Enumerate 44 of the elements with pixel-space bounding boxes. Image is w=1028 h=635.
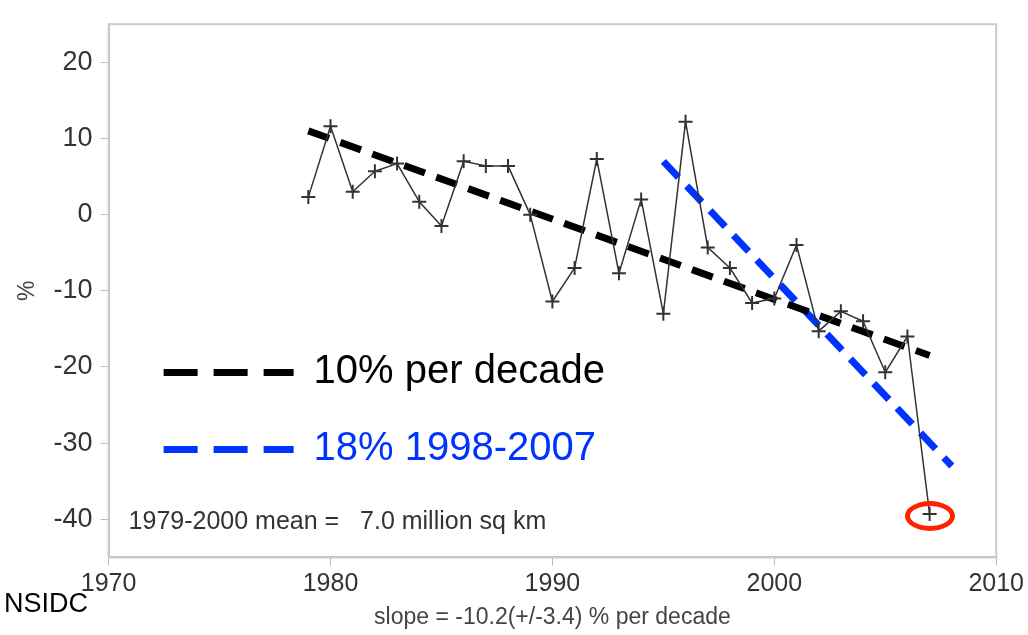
point bbox=[322, 118, 339, 135]
point bbox=[810, 323, 827, 340]
point bbox=[788, 237, 805, 254]
point bbox=[566, 259, 583, 276]
point bbox=[522, 206, 539, 223]
point bbox=[655, 305, 672, 322]
point bbox=[544, 293, 561, 310]
point bbox=[766, 290, 783, 307]
y-tick-label: -30 bbox=[53, 426, 93, 457]
y-tick-label: -40 bbox=[53, 502, 93, 533]
annotation: 1979-2000 mean = 7.0 million sq km bbox=[128, 506, 547, 535]
y-tick-label: 10 bbox=[62, 121, 93, 152]
legend-label: 10% per decade bbox=[313, 347, 605, 392]
x-axis-title: slope = -10.2(+/-3.4) % per decade bbox=[374, 602, 731, 629]
point bbox=[677, 113, 694, 130]
legend-label: 18% 1998-2007 bbox=[313, 424, 597, 469]
point bbox=[744, 294, 761, 311]
point bbox=[855, 313, 872, 330]
point bbox=[610, 265, 627, 282]
point bbox=[832, 303, 849, 320]
x-tick-label: 2000 bbox=[746, 568, 803, 597]
point bbox=[699, 239, 716, 256]
x-tick-label: 2010 bbox=[968, 568, 1024, 597]
y-tick-label: 20 bbox=[62, 45, 93, 76]
point bbox=[721, 259, 738, 276]
point bbox=[899, 328, 916, 345]
point bbox=[455, 153, 472, 170]
point bbox=[300, 189, 317, 206]
point bbox=[344, 183, 361, 200]
point bbox=[366, 163, 383, 180]
x-tick-label: 1980 bbox=[302, 568, 359, 597]
point bbox=[411, 193, 428, 210]
point bbox=[433, 218, 450, 235]
y-tick-label: -10 bbox=[53, 274, 93, 305]
y-tick-label: -20 bbox=[53, 350, 93, 381]
point bbox=[588, 151, 605, 168]
y-tick-label: 0 bbox=[77, 198, 93, 229]
point bbox=[500, 157, 517, 174]
point bbox=[633, 191, 650, 208]
point bbox=[877, 364, 894, 381]
point bbox=[477, 157, 494, 174]
x-tick-label: 1990 bbox=[524, 568, 581, 597]
y-axis-title: % bbox=[13, 280, 40, 302]
point bbox=[389, 155, 406, 172]
